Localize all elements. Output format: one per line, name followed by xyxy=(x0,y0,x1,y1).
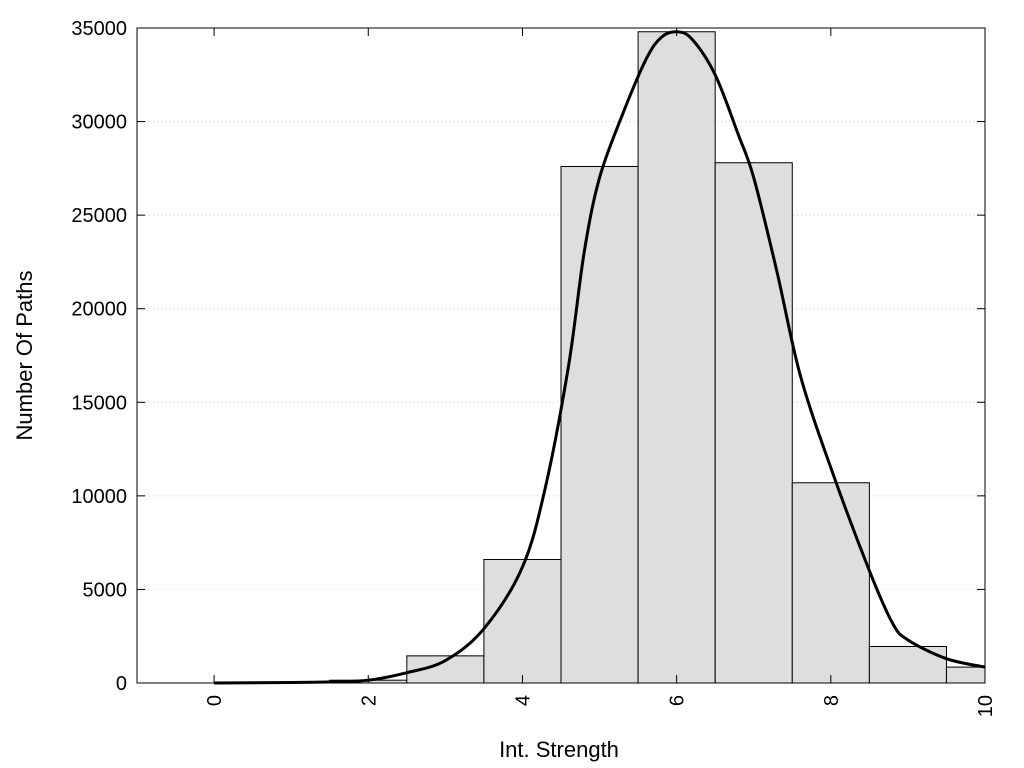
y-tick-label: 35000 xyxy=(71,18,127,40)
y-tick-label: 5000 xyxy=(83,579,128,601)
histogram-bar xyxy=(560,165,639,684)
y-tick-label: 30000 xyxy=(71,112,127,134)
x-tick-label: 0 xyxy=(204,695,226,706)
histogram-bar xyxy=(791,482,870,684)
fit-curve xyxy=(214,30,986,685)
y-tick-label: 20000 xyxy=(71,299,127,321)
x-tick-label: 4 xyxy=(512,695,534,706)
histogram-bar xyxy=(483,558,562,684)
y-tick-label: 25000 xyxy=(71,205,127,227)
histogram-bar xyxy=(945,666,986,684)
x-tick-label: 2 xyxy=(358,695,380,706)
plot-frame xyxy=(136,27,986,684)
bars-group xyxy=(329,31,986,684)
y-tick-label: 15000 xyxy=(71,392,127,414)
tick-labels: 0 5000 10000 15000 20000 25000 30000 35000 0 2 4 6 8… xyxy=(71,18,997,717)
y-axis-label: Number Of Paths xyxy=(12,271,37,441)
x-tick-label: 8 xyxy=(821,695,843,706)
fit-curve-group xyxy=(214,30,986,685)
axis-ticks xyxy=(137,27,986,684)
x-tick-label: 6 xyxy=(667,695,689,706)
histogram-bar xyxy=(714,162,793,684)
x-tick-label: 10 xyxy=(975,695,997,717)
x-axis-label: Int. Strength xyxy=(499,737,619,762)
histogram-bar xyxy=(637,31,716,684)
y-tick-label: 0 xyxy=(116,673,127,695)
y-tick-label: 10000 xyxy=(71,486,127,508)
histogram-bar xyxy=(868,646,947,684)
